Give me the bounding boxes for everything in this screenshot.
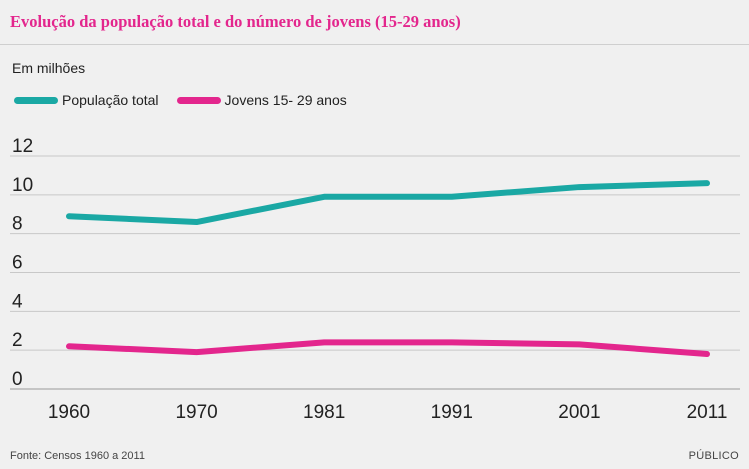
x-tick-label: 2001 — [558, 402, 600, 423]
y-tick-label: 8 — [12, 214, 23, 235]
title-divider — [0, 44, 749, 45]
series-line-total — [66, 180, 710, 226]
y-tick-label: 4 — [12, 291, 23, 312]
source-note: Fonte: Censos 1960 a 2011 — [10, 450, 145, 462]
chart-title: Evolução da população total e do número … — [10, 12, 461, 31]
legend: População total Jovens 15- 29 anos — [14, 92, 365, 108]
y-tick-label: 0 — [12, 369, 23, 390]
x-tick-label: 2011 — [687, 402, 728, 423]
unit-label: Em milhões — [12, 60, 86, 76]
legend-label-total: População total — [62, 92, 159, 108]
x-tick-label: 1960 — [48, 402, 90, 423]
x-tick-label: 1981 — [303, 402, 345, 423]
brand-label: PÚBLICO — [688, 450, 739, 462]
y-tick-label: 10 — [12, 175, 33, 196]
legend-item-total: População total — [14, 92, 159, 108]
x-tick-label: 1970 — [175, 402, 217, 423]
y-tick-label: 6 — [12, 253, 23, 274]
y-tick-label: 2 — [12, 330, 23, 351]
legend-item-youth: Jovens 15- 29 anos — [176, 92, 347, 108]
series-line-youth — [66, 339, 710, 358]
y-tick-label: 12 — [12, 136, 33, 157]
legend-label-youth: Jovens 15- 29 anos — [224, 92, 347, 108]
x-tick-label: 1991 — [431, 402, 473, 423]
legend-swatch-total — [14, 96, 58, 104]
legend-swatch-youth — [176, 96, 221, 104]
